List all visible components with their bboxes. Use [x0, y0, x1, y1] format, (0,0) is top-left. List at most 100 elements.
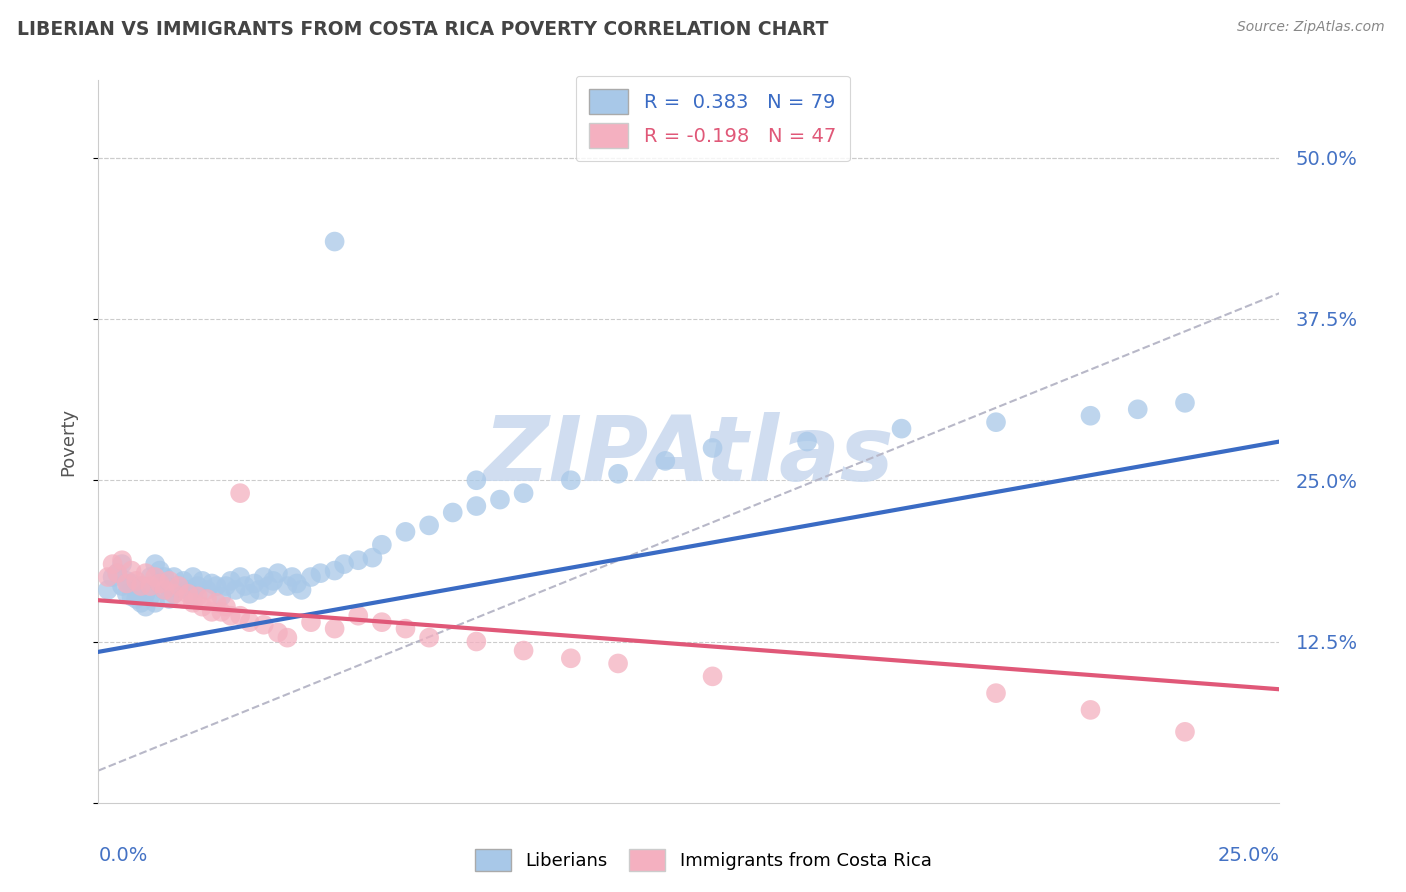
Point — [181, 596, 204, 610]
Point — [153, 570, 176, 584]
Point — [702, 441, 724, 455]
Point — [97, 582, 120, 597]
Point — [253, 570, 276, 584]
Point — [191, 574, 214, 588]
Point — [149, 564, 172, 578]
Point — [219, 574, 242, 588]
Point — [267, 625, 290, 640]
Point — [209, 590, 232, 604]
Point — [215, 579, 238, 593]
Point — [143, 570, 166, 584]
Point — [796, 434, 818, 449]
Point — [157, 574, 180, 588]
Point — [465, 499, 488, 513]
Point — [418, 631, 440, 645]
Point — [181, 570, 204, 584]
Point — [441, 506, 464, 520]
Point — [163, 587, 186, 601]
Point — [105, 566, 128, 581]
Point — [125, 591, 148, 606]
Point — [229, 570, 252, 584]
Point — [323, 235, 346, 249]
Point — [347, 608, 370, 623]
Text: LIBERIAN VS IMMIGRANTS FROM COSTA RICA POVERTY CORRELATION CHART: LIBERIAN VS IMMIGRANTS FROM COSTA RICA P… — [17, 20, 828, 38]
Point — [115, 576, 138, 591]
Point — [191, 599, 214, 614]
Point — [512, 643, 534, 657]
Point — [139, 579, 162, 593]
Point — [219, 608, 242, 623]
Point — [1174, 396, 1197, 410]
Point — [135, 566, 157, 581]
Point — [418, 518, 440, 533]
Point — [309, 566, 332, 581]
Point — [205, 596, 228, 610]
Point — [129, 596, 152, 610]
Point — [205, 579, 228, 593]
Point — [215, 599, 238, 614]
Point — [281, 570, 304, 584]
Point — [177, 582, 200, 597]
Point — [262, 574, 284, 588]
Point — [247, 582, 270, 597]
Point — [195, 582, 218, 597]
Point — [1080, 703, 1102, 717]
Point — [129, 579, 152, 593]
Point — [371, 615, 394, 630]
Point — [465, 634, 488, 648]
Point — [323, 622, 346, 636]
Point — [394, 622, 416, 636]
Point — [153, 582, 176, 597]
Legend: R =  0.383   N = 79, R = -0.198   N = 47: R = 0.383 N = 79, R = -0.198 N = 47 — [575, 76, 849, 161]
Point — [139, 570, 162, 584]
Point — [276, 631, 298, 645]
Point — [1126, 402, 1149, 417]
Point — [984, 686, 1007, 700]
Point — [111, 579, 134, 593]
Point — [243, 576, 266, 591]
Point — [195, 591, 218, 606]
Point — [323, 564, 346, 578]
Point — [181, 590, 204, 604]
Point — [143, 557, 166, 571]
Point — [229, 608, 252, 623]
Point — [153, 582, 176, 597]
Point — [333, 557, 356, 571]
Point — [229, 486, 252, 500]
Point — [143, 596, 166, 610]
Point — [299, 570, 322, 584]
Point — [105, 566, 128, 581]
Text: Source: ZipAtlas.com: Source: ZipAtlas.com — [1237, 20, 1385, 34]
Point — [285, 576, 308, 591]
Point — [257, 579, 280, 593]
Point — [101, 570, 124, 584]
Point — [201, 605, 224, 619]
Point — [163, 587, 186, 601]
Point — [239, 587, 262, 601]
Point — [654, 454, 676, 468]
Point — [607, 467, 630, 481]
Point — [125, 574, 148, 588]
Point — [1174, 724, 1197, 739]
Point — [253, 617, 276, 632]
Point — [167, 579, 190, 593]
Point — [299, 615, 322, 630]
Point — [371, 538, 394, 552]
Point — [163, 570, 186, 584]
Point — [167, 579, 190, 593]
Point — [157, 580, 180, 594]
Point — [125, 582, 148, 597]
Point — [135, 587, 157, 601]
Text: 0.0%: 0.0% — [98, 847, 148, 865]
Point — [361, 550, 384, 565]
Point — [111, 553, 134, 567]
Point — [890, 422, 912, 436]
Point — [115, 574, 138, 588]
Point — [135, 599, 157, 614]
Point — [347, 553, 370, 567]
Point — [111, 557, 134, 571]
Point — [233, 579, 256, 593]
Point — [101, 557, 124, 571]
Point — [177, 587, 200, 601]
Point — [97, 570, 120, 584]
